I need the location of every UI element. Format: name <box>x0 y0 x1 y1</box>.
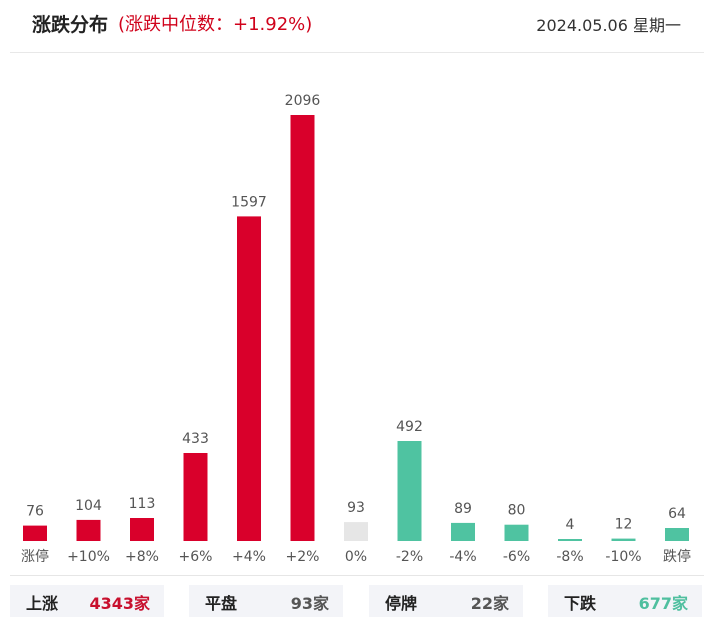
bar-value-label: 93 <box>347 500 365 516</box>
category-tick-label: -4% <box>449 549 476 565</box>
summary-suspended: 停牌 22家 <box>369 585 523 617</box>
bar-1 <box>23 525 47 541</box>
bar-value-label: 80 <box>508 503 526 519</box>
bar-3 <box>130 518 154 541</box>
summary-down: 下跌 677家 <box>548 585 702 617</box>
chart-bottom-divider <box>10 575 704 576</box>
summary-flat: 平盘 93家 <box>189 585 343 617</box>
bar-2 <box>76 519 101 541</box>
bar-6 <box>290 115 315 541</box>
date-label: 2024.05.06 星期一 <box>536 16 681 35</box>
bar-9 <box>451 522 475 541</box>
category-tick-label: 跌停 <box>663 548 691 565</box>
summary-flat-value: 93家 <box>290 594 329 613</box>
category-tick-label: +8% <box>125 549 159 565</box>
bar-value-label: 64 <box>668 506 686 522</box>
bar-4 <box>183 453 208 541</box>
median-change-text: (涨跌中位数：+1.92%) <box>118 14 313 35</box>
summary-up-value: 4343家 <box>89 594 150 613</box>
bar-value-label: 2096 <box>285 93 321 109</box>
page-title: 涨跌分布 <box>32 14 109 36</box>
summary-suspended-label: 停牌 <box>385 594 418 613</box>
category-tick-label: +2% <box>286 549 320 565</box>
distribution-bar-chart: 76 涨停 104 +10% 113 +8% 433 +6% 1597 +4% 2096 +2% 93 0… <box>21 93 691 565</box>
bar-value-label: 4 <box>566 517 575 533</box>
bar-value-label: 492 <box>396 419 423 435</box>
bar-11 <box>558 539 582 541</box>
bar-value-label: 104 <box>75 498 102 514</box>
bar-10 <box>504 524 529 541</box>
category-tick-label: -2% <box>396 549 423 565</box>
category-tick-label: +4% <box>232 549 266 565</box>
category-tick-label: -10% <box>605 549 641 565</box>
header: 涨跌分布 (涨跌中位数：+1.92%) 2024.05.06 星期一 <box>0 0 709 52</box>
summary-down-value: 677家 <box>638 594 688 613</box>
category-tick-label: -6% <box>503 549 530 565</box>
bar-value-label: 12 <box>615 517 633 533</box>
category-tick-label: 涨停 <box>21 548 49 565</box>
bar-12 <box>611 538 636 541</box>
bar-7 <box>344 522 368 541</box>
header-divider <box>10 52 704 53</box>
summary-down-label: 下跌 <box>564 594 597 613</box>
category-tick-label: -8% <box>556 549 583 565</box>
category-tick-label: +10% <box>67 549 110 565</box>
summary-up: 上涨 4343家 <box>10 585 164 617</box>
summary-suspended-value: 22家 <box>470 594 509 613</box>
bar-value-label: 433 <box>182 431 209 447</box>
bar-value-label: 1597 <box>231 194 267 210</box>
summary-flat-label: 平盘 <box>205 594 238 613</box>
bar-value-label: 113 <box>129 496 156 512</box>
bar-5 <box>237 216 261 541</box>
bar-8 <box>397 441 422 541</box>
category-tick-label: +6% <box>179 549 213 565</box>
bar-13 <box>665 528 689 541</box>
bar-value-label: 89 <box>454 501 472 517</box>
bar-value-label: 76 <box>26 504 44 520</box>
summary-up-label: 上涨 <box>26 594 59 613</box>
category-tick-label: 0% <box>345 549 367 565</box>
